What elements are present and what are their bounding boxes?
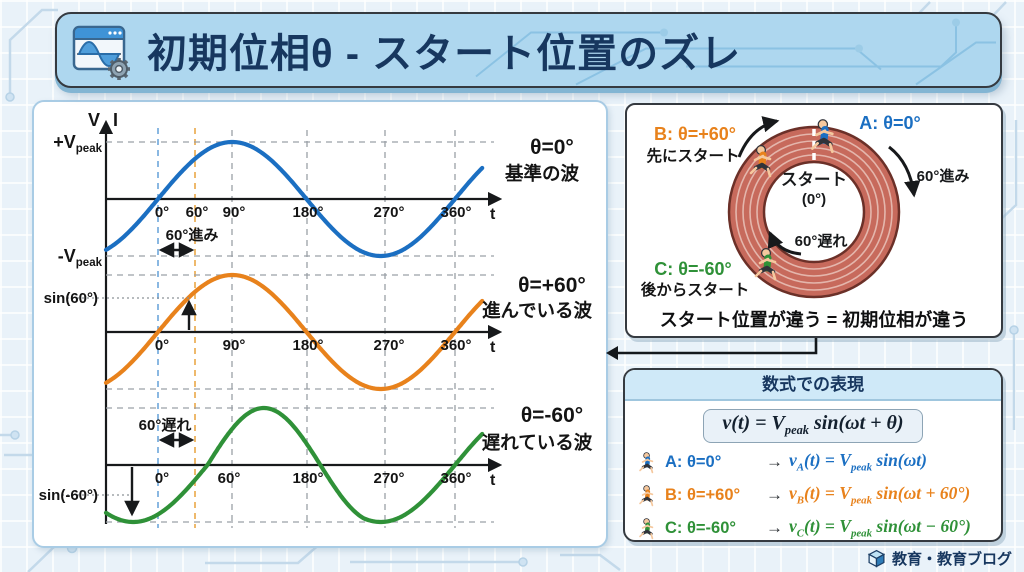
svg-text:360°: 360°	[440, 337, 471, 354]
ticks-A: 0° 60° 90° 180° 270° 360° t	[155, 204, 496, 223]
runner-c-label: C: θ=-60°	[654, 259, 731, 279]
svg-text:0°: 0°	[155, 204, 169, 221]
formula-panel: 数式での表現 v(t) = Vpeak sin(ωt + θ) A: θ=0° …	[623, 368, 1003, 542]
i-axis-label: I	[113, 110, 118, 130]
row-a-label: A: θ=0°	[665, 452, 722, 471]
graph-B: sin(60°) 0° 90° 180° 270° 360° t θ=+60° …	[44, 272, 593, 392]
svg-text:t: t	[490, 206, 496, 223]
theta-label-B: θ=+60°	[518, 274, 586, 297]
svg-text:0°: 0°	[155, 337, 169, 354]
svg-text:90°: 90°	[223, 204, 246, 221]
formula-row-b: B: θ=+60° → vB(t) = Vpeak sin(ωt + 60°)	[637, 482, 1001, 508]
svg-text:60°: 60°	[186, 204, 209, 221]
delay-direction-arrow	[767, 230, 802, 256]
svg-text:270°: 270°	[373, 204, 404, 221]
wave-desc-C: 遅れている波	[482, 432, 593, 453]
formula-panel-title: 数式での表現	[625, 370, 1001, 401]
row-b-arrow: →	[766, 485, 783, 504]
graph-C: sin(-60°) 60°遅れ 0° 60° 180° 270° 360° t …	[39, 404, 593, 525]
svg-text:0°: 0°	[155, 470, 169, 487]
row-a-formula: vA(t) = Vpeak sin(ωt)	[789, 450, 927, 474]
page-title: 初期位相θ - スタート位置のズレ	[147, 32, 742, 76]
theta-label-C: θ=-60°	[521, 404, 583, 427]
general-formula: v(t) = Vpeak sin(ωt + θ)	[703, 409, 923, 443]
track-illustration: A: θ=0° B: θ=+60° 先にスタート C: θ=-60° 後からスタ…	[641, 113, 970, 330]
runner-c-small-icon	[637, 515, 660, 542]
row-c-arrow: →	[766, 518, 783, 537]
ticks-B: 0° 90° 180° 270° 360° t	[155, 337, 496, 356]
advance-label: 60°進み	[917, 168, 970, 185]
advance-direction-arrow	[888, 145, 921, 198]
wave-desc-B: 進んでいる波	[482, 300, 593, 321]
running-track	[727, 125, 901, 299]
formula-rows: A: θ=0° → vA(t) = Vpeak sin(ωt) B: θ=+60…	[625, 449, 1001, 541]
runner-b-label: B: θ=+60°	[654, 124, 736, 144]
v-axis-label: V	[88, 110, 100, 130]
graph-A: +Vpeak -Vpeak 0° 60° 90° 180° 270° 360° …	[53, 132, 579, 269]
row-b-label: B: θ=+60°	[665, 485, 741, 504]
brand-name: 教育・教育ブログ	[891, 551, 1012, 568]
track-caption: スタート位置が違う = 初期位相が違う	[660, 309, 969, 330]
track-analogy-panel: A: θ=0° B: θ=+60° 先にスタート C: θ=-60° 後からスタ…	[625, 103, 1003, 338]
svg-text:360°: 360°	[440, 470, 471, 487]
runner-b-small-icon	[637, 482, 660, 509]
svg-text:90°: 90°	[223, 337, 246, 354]
advance-annotation: 60°進み	[166, 227, 219, 244]
svg-text:270°: 270°	[373, 337, 404, 354]
wave-C	[103, 405, 485, 525]
connector-arrow	[606, 338, 818, 360]
sin-minus60-label: sin(-60°)	[39, 487, 98, 504]
svg-text:180°: 180°	[292, 337, 323, 354]
svg-text:t: t	[490, 339, 496, 356]
svg-text:t: t	[490, 472, 496, 489]
sin60-label: sin(60°)	[44, 290, 98, 307]
svg-text:270°: 270°	[373, 470, 404, 487]
ticks-C: 0° 60° 180° 270° 360° t	[155, 470, 496, 489]
row-b-formula: vB(t) = Vpeak sin(ωt + 60°)	[789, 483, 971, 507]
plus-vpeak-label: +Vpeak	[53, 132, 102, 155]
cube-logo-icon	[867, 549, 886, 568]
waveform-graphs-panel: V I +Vpeak -Vpeak 0° 60° 90° 180° 270° 3…	[32, 100, 608, 548]
gear-icon	[108, 58, 130, 80]
header-banner: 初期位相θ - スタート位置のズレ	[55, 12, 1002, 88]
minus-vpeak-label: -Vpeak	[58, 246, 103, 269]
delay-annotation: 60°遅れ	[139, 417, 192, 434]
svg-text:60°: 60°	[218, 470, 241, 487]
waveform-app-icon	[72, 25, 130, 80]
header-circuit-decoration	[475, 18, 996, 86]
b-ahead-arrow	[737, 116, 780, 158]
row-c-formula: vC(t) = Vpeak sin(ωt − 60°)	[789, 516, 971, 540]
wave-A	[103, 139, 485, 259]
svg-text:180°: 180°	[292, 204, 323, 221]
track-center-start: スタート	[781, 170, 847, 189]
wave-desc-A: 基準の波	[505, 163, 580, 184]
delay-label: 60°遅れ	[795, 233, 848, 250]
formula-row-a: A: θ=0° → vA(t) = Vpeak sin(ωt)	[637, 449, 1001, 475]
svg-text:180°: 180°	[292, 470, 323, 487]
svg-text:360°: 360°	[440, 204, 471, 221]
runner-c-sublabel: 後からスタート	[641, 280, 750, 299]
row-c-label: C: θ=-60°	[665, 518, 736, 537]
brand-footer: 教育・教育ブログ	[867, 548, 1012, 569]
row-a-arrow: →	[766, 452, 783, 471]
theta-label-A: θ=0°	[530, 136, 574, 159]
track-center-zero: (0°)	[802, 191, 826, 208]
runner-b-sublabel: 先にスタート	[646, 146, 739, 165]
wave-B	[103, 272, 485, 392]
runner-a-label: A: θ=0°	[859, 113, 920, 133]
formula-row-c: C: θ=-60° → vC(t) = Vpeak sin(ωt − 60°)	[637, 515, 1001, 541]
waveform-graphs: V I +Vpeak -Vpeak 0° 60° 90° 180° 270° 3…	[39, 110, 593, 528]
runner-a-small-icon	[637, 449, 660, 476]
